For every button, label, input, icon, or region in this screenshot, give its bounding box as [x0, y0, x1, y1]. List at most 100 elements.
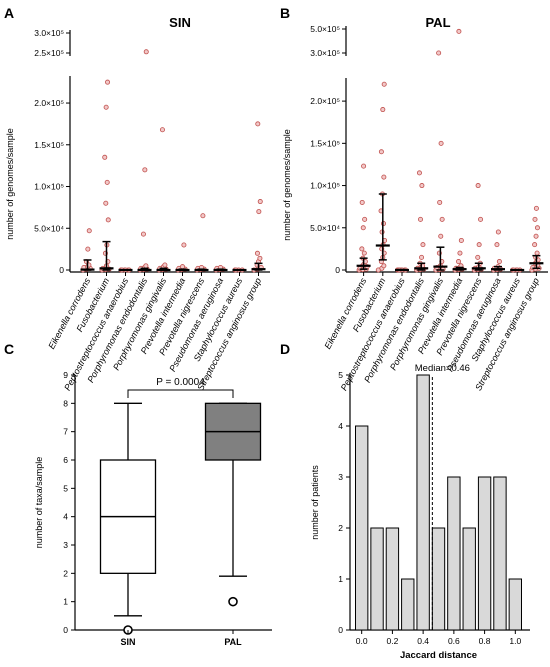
chart-c-xtick-label: PAL — [224, 637, 242, 647]
chart-a-data-point — [105, 217, 111, 223]
chart-b-ytick-label: 5.0×10⁵ — [310, 24, 340, 34]
chart-c-xtick-label: SIN — [120, 637, 135, 647]
chart-d-xtick-label: 0.6 — [448, 636, 460, 646]
chart-d-ylabel: number of patients — [310, 465, 320, 540]
chart-b-data-point — [417, 216, 423, 222]
chart-c-ytick-label: 7 — [63, 427, 68, 437]
chart-b-data-point — [533, 205, 539, 211]
chart-b-data-point — [378, 149, 384, 155]
chart-b-data-point — [534, 250, 540, 256]
chart-a-ytick-label: 2.0×10⁵ — [34, 98, 64, 108]
chart-b-data-point — [360, 225, 366, 231]
chart-b-data-point — [362, 216, 368, 222]
chart-a-data-point — [103, 200, 109, 206]
chart-b-title: PAL — [425, 15, 450, 30]
chart-d-bar — [355, 425, 369, 631]
chart-c-ytick-label: 9 — [63, 370, 68, 380]
chart-a-data-point — [255, 121, 261, 127]
chart-b-ytick-label: 0 — [335, 265, 340, 275]
chart-b-data-point — [456, 259, 462, 265]
chart-a-ytick-label: 0 — [59, 265, 64, 275]
chart-d-bar — [416, 374, 430, 631]
chart-d-bar — [477, 476, 492, 631]
chart-a-ytick-label: 3.0×10⁵ — [34, 28, 64, 38]
chart-d: 0 1 2 3 4 5 number of patients 0.0 0.2 0.4 0.6 0.8 1… — [310, 363, 530, 661]
chart-b-data-point — [533, 233, 539, 239]
chart-b-data-point — [361, 250, 367, 256]
chart-b-data-point — [380, 107, 386, 113]
chart-b-ytick-label: 2.0×10⁵ — [310, 96, 340, 106]
chart-d-ytick-label: 2 — [338, 523, 343, 533]
chart-b-data-point — [496, 259, 502, 265]
chart-a-data-point — [102, 154, 108, 160]
chart-d-bar — [508, 578, 522, 631]
chart-b-data-point — [437, 199, 443, 205]
chart-d-xtick-label: 0.8 — [479, 636, 491, 646]
chart-c-annotation: P = 0.0004 — [156, 377, 205, 388]
chart-a-data-point — [256, 209, 262, 215]
chart-d-ytick-label: 1 — [338, 574, 343, 584]
chart-c-ytick-label: 3 — [63, 540, 68, 550]
chart-a-data-point — [140, 231, 146, 237]
chart-b-data-point — [475, 183, 481, 189]
chart-d-bar — [462, 527, 476, 631]
chart-c-significance-bracket — [127, 389, 234, 398]
chart-a-data-point — [200, 213, 206, 219]
chart-b-data-point — [381, 81, 387, 87]
chart-b-ylabel: number of genomes/sample — [282, 129, 292, 241]
chart-d-median-label: Median=0.46 — [415, 363, 470, 374]
chart-b-data-point — [495, 229, 501, 235]
chart-b-data-point — [416, 170, 422, 176]
chart-a-data-point — [162, 262, 168, 268]
chart-a-ytick-label: 1.0×10⁵ — [34, 182, 64, 192]
chart-d-xtick-label: 0.4 — [417, 636, 429, 646]
chart-b-data-point — [381, 174, 387, 180]
chart-a-data-point — [254, 250, 260, 256]
chart-a-data-point — [143, 263, 149, 269]
chart-b-data-point — [475, 254, 481, 260]
chart-b: 0 5.0×10⁴ 1.0×10⁵ 1.5×10⁵ 2.0×10⁵ 3.0×10⁵ 5.0×… — [282, 24, 548, 392]
chart-b-data-point — [476, 242, 482, 248]
chart-b-data-point — [494, 242, 500, 248]
chart-d-ytick-label: 3 — [338, 472, 343, 482]
chart-a-data-point — [181, 242, 187, 248]
chart-a-data-point — [142, 167, 148, 173]
chart-d-xtick-label: 1.0 — [509, 636, 521, 646]
chart-a: 0 5.0×10⁴ 1.0×10⁵ 1.5×10⁵ 2.0×10⁵ 2.5×10⁵ 3.0×… — [5, 28, 270, 392]
chart-b-data-point — [419, 254, 425, 260]
chart-b-data-point — [361, 163, 367, 169]
chart-d-bar — [493, 476, 507, 631]
chart-d-bar — [401, 578, 415, 631]
chart-b-data-point — [438, 140, 444, 146]
chart-d-bar — [431, 527, 446, 631]
chart-a-data-point — [105, 79, 111, 85]
chart-b-data-point — [359, 199, 365, 205]
chart-b-ytick-label: 1.5×10⁵ — [310, 138, 340, 148]
chart-b-data-point — [457, 250, 463, 256]
chart-b-data-point — [381, 263, 387, 269]
chart-c-ytick-label: 6 — [63, 455, 68, 465]
chart-a-ytick-label: 2.5×10⁵ — [34, 48, 64, 58]
chart-a-ytick-label: 5.0×10⁴ — [34, 223, 64, 233]
chart-d-ytick-label: 0 — [338, 625, 343, 635]
chart-a-data-point — [86, 228, 92, 234]
chart-a-data-point — [85, 246, 91, 252]
chart-b-ytick-label: 1.0×10⁵ — [310, 181, 340, 191]
chart-d-bar — [447, 476, 461, 631]
panel-label-b: B — [280, 5, 290, 21]
chart-a-data-point — [257, 255, 263, 261]
chart-c: 0 1 2 3 4 5 6 7 8 9 number of taxa/sample SIN PAL P =… — [34, 370, 272, 647]
chart-b-data-point — [359, 246, 365, 252]
chart-a-title: SIN — [169, 15, 191, 30]
panel-label-d: D — [280, 341, 290, 357]
chart-a-data-point — [257, 199, 263, 205]
chart-c-ylabel: number of taxa/sample — [34, 457, 44, 549]
panel-label-c: C — [4, 341, 14, 357]
chart-a-ytick-label: 1.5×10⁵ — [34, 140, 64, 150]
chart-c-ytick-label: 1 — [63, 597, 68, 607]
chart-b-ytick-label: 5.0×10⁴ — [310, 223, 340, 233]
chart-a-data-point — [143, 49, 149, 55]
chart-b-ytick-label: 3.0×10⁵ — [310, 48, 340, 58]
chart-c-ytick-label: 2 — [63, 568, 68, 578]
